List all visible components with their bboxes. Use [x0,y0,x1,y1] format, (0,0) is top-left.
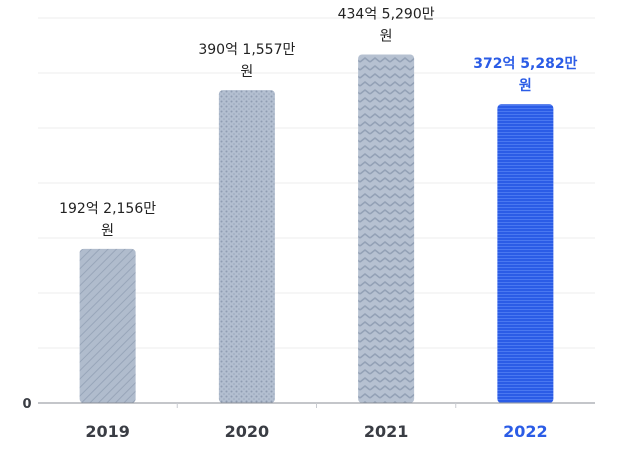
x-tick-label-2022: 2022 [503,422,548,441]
x-tick-group: 2019 2020 2021 2022 [85,403,548,441]
y-tick-label-0: 0 [22,397,31,412]
bar-2021 [358,54,415,404]
value-label-2021-line1: 434억 5,290만 [338,6,435,22]
bar-2020 [218,90,275,403]
x-tick-label-2020: 2020 [225,422,270,441]
value-label-2019-line1: 192억 2,156만 [59,201,156,217]
value-label-2022-line2: 원 [519,78,532,94]
value-label-2022-line1: 372억 5,282만 [473,56,577,72]
bar-2022 [497,104,554,403]
bars-group [79,54,554,404]
value-label-2020-line2: 원 [240,64,253,80]
value-label-2020-line1: 390억 1,557만 [198,42,295,58]
value-label-2021-line2: 원 [380,28,393,44]
x-tick-label-2021: 2021 [364,422,409,441]
x-tick-label-2019: 2019 [85,422,130,441]
bar-2019 [79,248,136,403]
value-label-2019-line2: 원 [101,223,114,239]
